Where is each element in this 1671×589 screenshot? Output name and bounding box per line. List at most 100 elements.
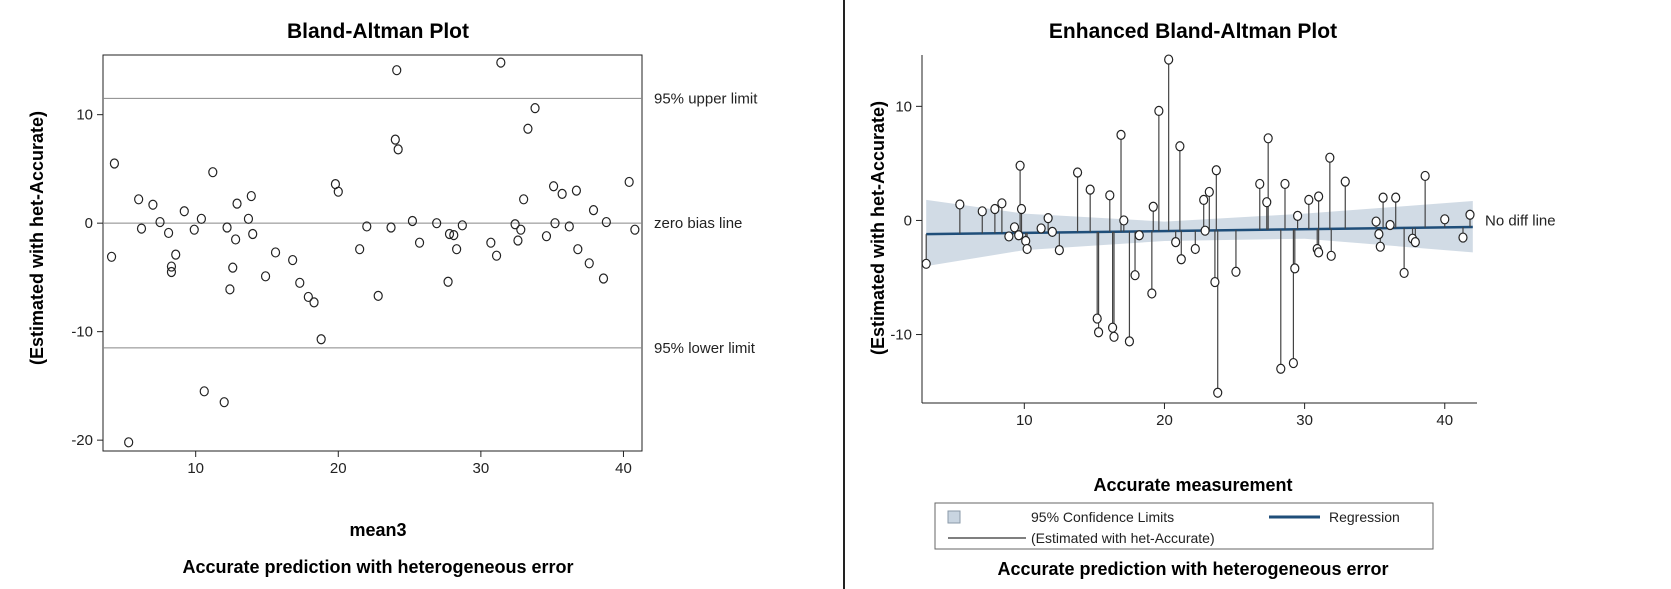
x-tick-label: 40 [615, 460, 632, 477]
data-point [355, 244, 365, 255]
data-point [955, 199, 965, 210]
data-point [199, 386, 209, 397]
data-point [630, 224, 640, 235]
plot-frame [102, 54, 643, 452]
data-point [1231, 266, 1241, 277]
data-point [109, 158, 120, 169]
data-point [1093, 327, 1104, 338]
data-point [333, 186, 343, 197]
data-point [163, 227, 174, 239]
x-tick-label: 40 [1436, 412, 1453, 429]
data-point [303, 291, 313, 303]
data-point [1176, 254, 1186, 265]
data-point [155, 216, 165, 228]
no-diff-line-label: No diff line [1485, 212, 1556, 229]
data-point [393, 144, 403, 155]
data-point [997, 198, 1007, 209]
data-point [1276, 363, 1286, 374]
legend-label-spikes: (Estimated with het-Accurate) [1031, 530, 1215, 546]
data-point [1385, 219, 1395, 231]
y-tick-label: -20 [71, 432, 93, 449]
data-point [1116, 129, 1126, 140]
data-point [1293, 210, 1303, 221]
y-tick-label: -10 [890, 327, 912, 344]
data-point [373, 290, 383, 301]
data-point [1204, 186, 1214, 198]
data-point [977, 206, 987, 217]
data-point [1054, 245, 1064, 256]
data-point [1015, 160, 1025, 171]
data-point [564, 221, 574, 232]
data-point [598, 273, 609, 284]
data-point [1108, 322, 1118, 333]
legend-box [934, 502, 1434, 550]
data-point [231, 234, 241, 245]
data-point [1211, 165, 1221, 176]
enhanced-bland-altman-chart: Enhanced Bland-Altman Plot -10 0 10 10 20 30 4… [868, 20, 1556, 579]
data-point [295, 277, 305, 288]
x-tick-label: 20 [1156, 412, 1173, 429]
data-point [1440, 214, 1450, 225]
data-point [541, 231, 552, 242]
data-point [1326, 250, 1336, 261]
chart-title: Enhanced Bland-Altman Plot [1049, 20, 1337, 43]
data-point [1134, 230, 1144, 241]
data-point [548, 181, 559, 192]
data-point [1340, 176, 1350, 187]
chart-subtitle: Accurate prediction with heterogeneous e… [997, 559, 1388, 579]
data-point [1130, 270, 1140, 281]
data-point [452, 244, 462, 255]
data-point [1378, 192, 1388, 203]
data-point [1465, 209, 1475, 220]
data-point [550, 218, 560, 229]
enhanced-bland-altman-panel: Enhanced Bland-Altman Plot -10 0 10 10 20 30 4… [845, 0, 1671, 589]
data-point [196, 213, 206, 224]
data-point [1399, 267, 1409, 279]
data-point [189, 224, 199, 235]
data-point [588, 205, 599, 216]
data-point [362, 221, 372, 232]
data-point [1391, 192, 1401, 203]
data-point [1109, 331, 1119, 342]
data-point [1213, 387, 1223, 398]
data-point [530, 103, 540, 114]
data-point [309, 297, 319, 308]
data-point [179, 206, 189, 217]
data-point [1290, 263, 1300, 274]
data-point [1072, 167, 1083, 178]
data-point [513, 235, 523, 246]
data-point [1164, 54, 1174, 65]
data-point [1009, 222, 1020, 233]
confidence-band [926, 199, 1473, 267]
data-point [225, 284, 235, 295]
data-point [106, 251, 117, 262]
data-point [449, 229, 459, 241]
data-point [1375, 241, 1385, 252]
data-point [1016, 203, 1027, 215]
data-point [134, 194, 144, 205]
data-point [1458, 232, 1468, 243]
data-point [1092, 313, 1102, 324]
y-axis-label: (Estimated with het-Accurate) [27, 111, 47, 365]
x-tick-label: 10 [187, 460, 204, 477]
data-point [171, 249, 181, 260]
data-point [136, 223, 147, 234]
data-point [1190, 243, 1200, 255]
data-point [246, 190, 256, 202]
data-point [219, 397, 229, 408]
bland-altman-panel: Bland-Altman Plot 95% upper limit zero bi… [27, 0, 845, 589]
data-point [624, 176, 634, 188]
legend: 95% Confidence Limits Regression (Estima… [934, 502, 1434, 550]
data-point [921, 258, 931, 269]
data-point [1014, 230, 1024, 241]
data-point [601, 216, 611, 228]
data-point [516, 224, 526, 235]
data-point [584, 258, 594, 269]
reference-line-label: 95% lower limit [654, 340, 756, 357]
chart-subtitle: Accurate prediction with heterogeneous e… [182, 557, 573, 577]
data-point [1043, 213, 1053, 224]
data-point [1325, 152, 1335, 163]
legend-label-regression: Regression [1329, 509, 1400, 525]
data-point [1288, 357, 1299, 369]
chart-title: Bland-Altman Plot [287, 20, 469, 43]
